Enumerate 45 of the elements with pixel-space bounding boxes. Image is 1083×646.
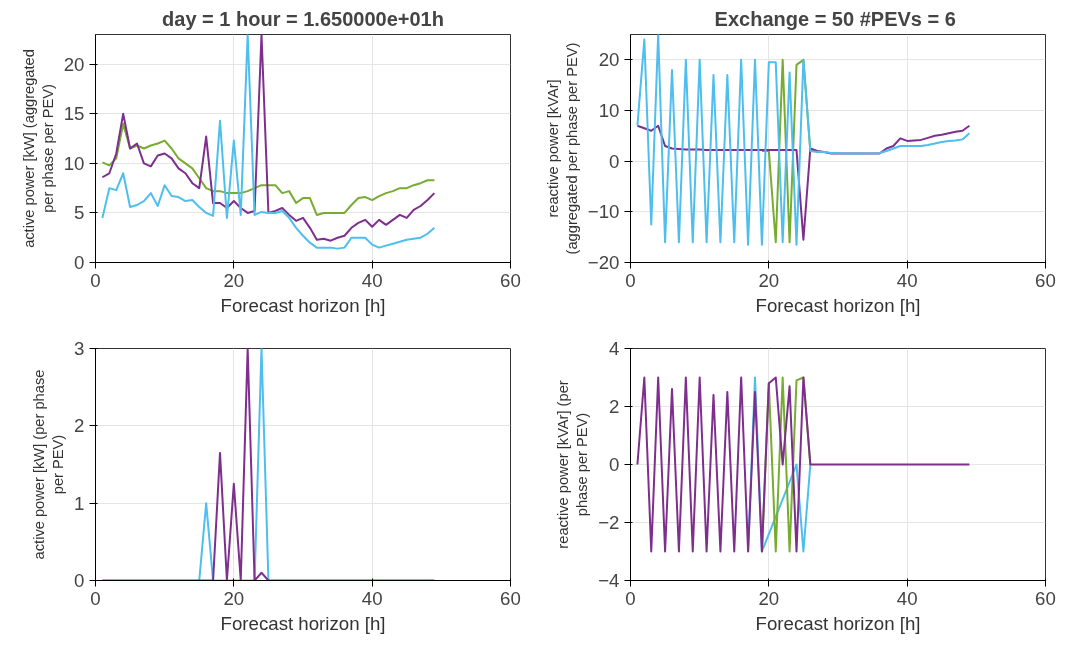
x-tick-label: 0 [625,587,636,609]
y-tick-label: 0 [609,454,620,475]
y-tick-label: 20 [598,49,620,71]
y-tick-label: 4 [609,338,620,359]
y-tick-label: 15 [63,103,85,125]
x-tick-label: 40 [361,269,383,291]
x-tick-label: 40 [361,587,383,609]
x-axis-title: Forecast horizon [h] [220,294,386,316]
x-tick-label: 20 [758,269,780,291]
y-tick-label: 0 [609,150,620,172]
y-tick-label: 5 [74,202,85,224]
y-axis-title: active power [kW] (aggregated per phase per PEV) [20,49,56,248]
x-tick-label: 40 [896,587,918,609]
y-axis-title: reactive power [kVAr] (per phase per PEV) [555,380,591,549]
x-tick-label: 0 [90,587,101,609]
y-axis-title: reactive power [kVAr] (aggregated per phase per PEV) [544,42,580,255]
x-tick-label: 60 [1035,269,1056,291]
x-tick-label: 60 [500,587,521,609]
x-axis-title: Forecast horizon [h] [755,612,921,634]
x-axis-title: Forecast horizon [h] [755,294,921,316]
chart-title: Exchange = 50 #PEVs = 6 [714,7,956,30]
x-tick-label: 20 [223,269,245,291]
y-tick-label: 20 [63,53,85,75]
y-tick-label: 2 [609,396,620,417]
y-tick-label: 10 [63,152,85,174]
y-tick-label: 2 [74,415,85,437]
y-tick-label: 10 [598,100,620,121]
chart-title: day = 1 hour = 1.650000e+01h [162,7,444,30]
y-tick-label: 0 [74,252,85,273]
x-tick-label: 60 [1035,587,1056,609]
y-tick-label: −2 [598,512,620,533]
y-tick-label: 3 [74,338,85,359]
y-tick-label: 0 [74,570,85,591]
x-axis-title: Forecast horizon [h] [220,612,386,634]
x-tick-label: 20 [223,587,245,609]
y-tick-label: −20 [587,252,620,273]
y-tick-label: −10 [587,201,620,223]
y-tick-label: 1 [74,492,85,514]
x-tick-label: 40 [896,269,918,291]
x-tick-label: 0 [625,269,636,291]
x-tick-label: 0 [90,269,101,291]
y-axis-title: active power [kW] (per phase per PEV) [30,369,67,560]
x-tick-label: 20 [758,587,780,609]
y-tick-label: −4 [598,570,620,591]
x-tick-label: 60 [500,269,521,291]
